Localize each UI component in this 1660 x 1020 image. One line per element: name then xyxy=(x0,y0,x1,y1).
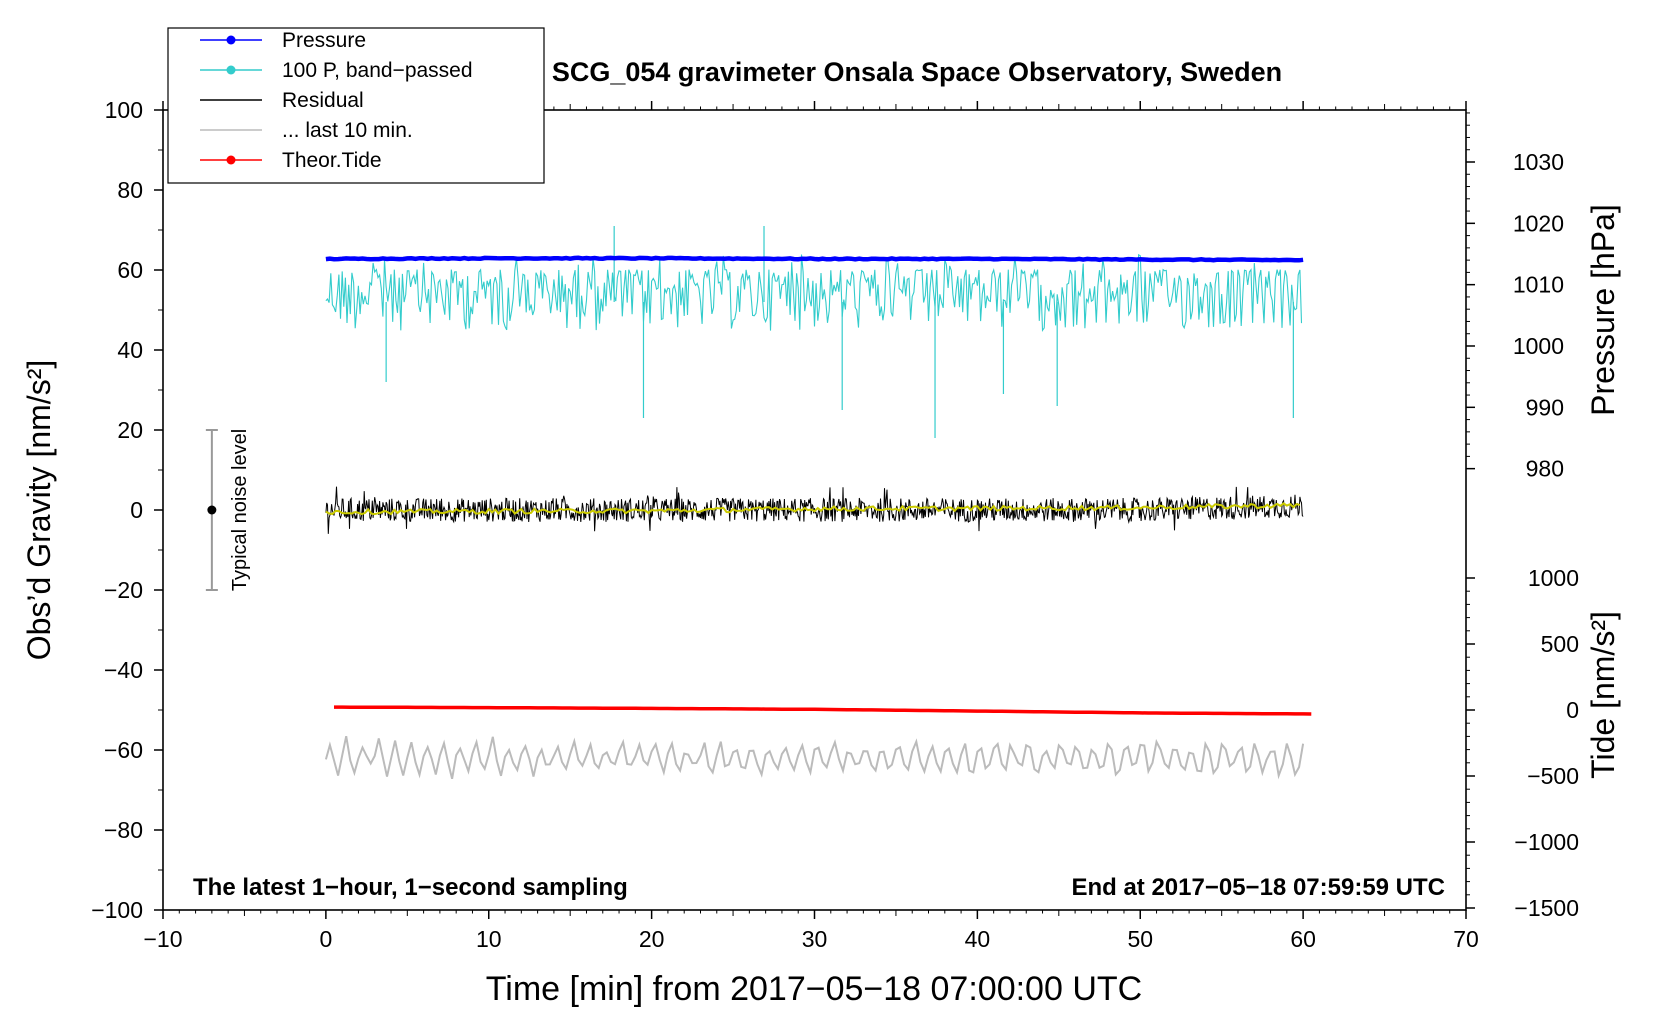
tide-tick-label: −1000 xyxy=(1514,829,1579,855)
bottom-left-note: The latest 1−hour, 1−second sampling xyxy=(193,874,628,901)
y-tick-label: 40 xyxy=(117,337,143,363)
x-tick-label: 10 xyxy=(476,926,502,952)
legend-marker xyxy=(227,156,236,165)
tide-tick-label: 1000 xyxy=(1528,565,1579,591)
tide-tick-label: −1500 xyxy=(1514,895,1579,921)
y-tick-label: 80 xyxy=(117,177,143,203)
x-tick-label: 50 xyxy=(1127,926,1153,952)
legend: Pressure 100 P, band−passed Residual ... la… xyxy=(168,28,544,183)
tide-tick-label: −500 xyxy=(1527,763,1579,789)
pressure-tick-label: 1000 xyxy=(1513,333,1564,359)
pressure-tick-label: 1020 xyxy=(1513,210,1564,236)
y-tick-label: 20 xyxy=(117,417,143,443)
tide-tick-label: 500 xyxy=(1541,631,1579,657)
y-tick-label: −100 xyxy=(91,897,143,923)
x-tick-label: 70 xyxy=(1453,926,1479,952)
chart-svg: −10 0 10 20 30 40 50 60 70−100−80−60−40−20020406… xyxy=(0,0,1660,1020)
y-axis-label-pressure: Pressure [hPa] xyxy=(1585,204,1621,416)
y-tick-label: −60 xyxy=(104,737,143,763)
noise-center-dot xyxy=(207,506,216,515)
y-tick-label: −20 xyxy=(104,577,143,603)
legend-marker xyxy=(227,36,236,45)
pressure-tick-label: 990 xyxy=(1526,394,1564,420)
y-tick-label: 60 xyxy=(117,257,143,283)
legend-label: Theor.Tide xyxy=(282,149,382,172)
legend-label: Residual xyxy=(282,89,364,112)
y-tick-label: 0 xyxy=(130,497,143,523)
y-axis-label-tide: Tide [nm/s²] xyxy=(1585,611,1621,779)
pressure-tick-label: 1010 xyxy=(1513,272,1564,298)
bottom-right-note: End at 2017−05−18 07:59:59 UTC xyxy=(1071,874,1445,901)
y-axis-label-left: Obs’d Gravity [nm/s²] xyxy=(21,360,57,661)
x-axis-label: Time [min] from 2017−05−18 07:00:00 UTC xyxy=(486,970,1142,1008)
x-tick-label: 30 xyxy=(802,926,828,952)
chart-title: SCG_054 gravimeter Onsala Space Observat… xyxy=(552,57,1282,87)
pressure-tick-label: 980 xyxy=(1526,456,1564,482)
legend-label: ... last 10 min. xyxy=(282,119,413,142)
y-tick-label: 100 xyxy=(105,97,143,123)
x-tick-label: 60 xyxy=(1290,926,1316,952)
legend-label: 100 P, band−passed xyxy=(282,59,473,82)
x-tick-label: 20 xyxy=(639,926,665,952)
legend-marker xyxy=(227,66,236,75)
series-pressure xyxy=(326,258,1303,261)
chart: −10 0 10 20 30 40 50 60 70 −100 −80 −60 −40 −20 0 20 40 6… xyxy=(0,0,1660,1020)
y-tick-label: −80 xyxy=(104,817,143,843)
noise-label: Typical noise level xyxy=(229,429,251,591)
x-tick-label: 0 xyxy=(319,926,332,952)
x-tick-label: 40 xyxy=(965,926,991,952)
y-tick-label: −40 xyxy=(104,657,143,683)
x-tick-label: −10 xyxy=(143,926,182,952)
legend-label: Pressure xyxy=(282,29,366,52)
pressure-tick-label: 1030 xyxy=(1513,149,1564,175)
tide-tick-label: 0 xyxy=(1566,697,1579,723)
